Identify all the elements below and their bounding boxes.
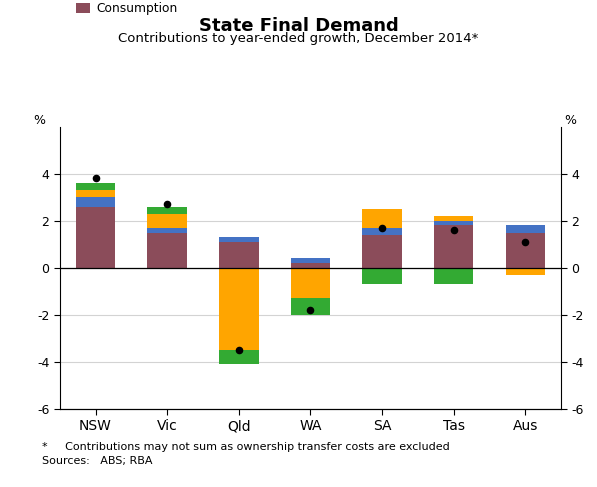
Point [306, 306, 315, 314]
Bar [291, 299, 330, 315]
Bar [291, 263, 330, 268]
Bar [434, 268, 473, 284]
Bar [147, 228, 187, 233]
Legend: Final demand, Business investment, Consumption, Public demand, Dwelling investme: Final demand, Business investment, Consu… [71, 0, 386, 20]
Point [521, 238, 530, 246]
Bar [76, 183, 115, 190]
Point [91, 174, 100, 182]
Bar [147, 233, 187, 268]
Text: *     Contributions may not sum as ownership transfer costs are excluded: * Contributions may not sum as ownership… [42, 443, 450, 452]
Bar [147, 214, 187, 228]
Bar [434, 225, 473, 268]
Bar [291, 259, 330, 263]
Point [449, 226, 458, 234]
Text: State Final Demand: State Final Demand [199, 17, 398, 35]
Bar [291, 268, 330, 299]
Bar [76, 190, 115, 197]
Point [377, 224, 387, 232]
Bar [434, 216, 473, 221]
Bar [506, 225, 545, 233]
Bar [76, 206, 115, 268]
Bar [76, 197, 115, 206]
Text: %: % [564, 114, 576, 127]
Bar [434, 221, 473, 225]
Bar [219, 350, 259, 364]
Bar [506, 233, 545, 268]
Bar [147, 206, 187, 214]
Text: Sources:   ABS; RBA: Sources: ABS; RBA [42, 456, 152, 466]
Point [234, 346, 244, 354]
Bar [362, 268, 402, 284]
Text: Contributions to year-ended growth, December 2014*: Contributions to year-ended growth, Dece… [118, 32, 479, 45]
Bar [506, 268, 545, 275]
Bar [362, 228, 402, 235]
Bar [362, 209, 402, 228]
Text: %: % [33, 114, 45, 127]
Point [162, 201, 172, 208]
Bar [219, 242, 259, 268]
Bar [362, 235, 402, 268]
Bar [219, 237, 259, 242]
Bar [219, 268, 259, 350]
